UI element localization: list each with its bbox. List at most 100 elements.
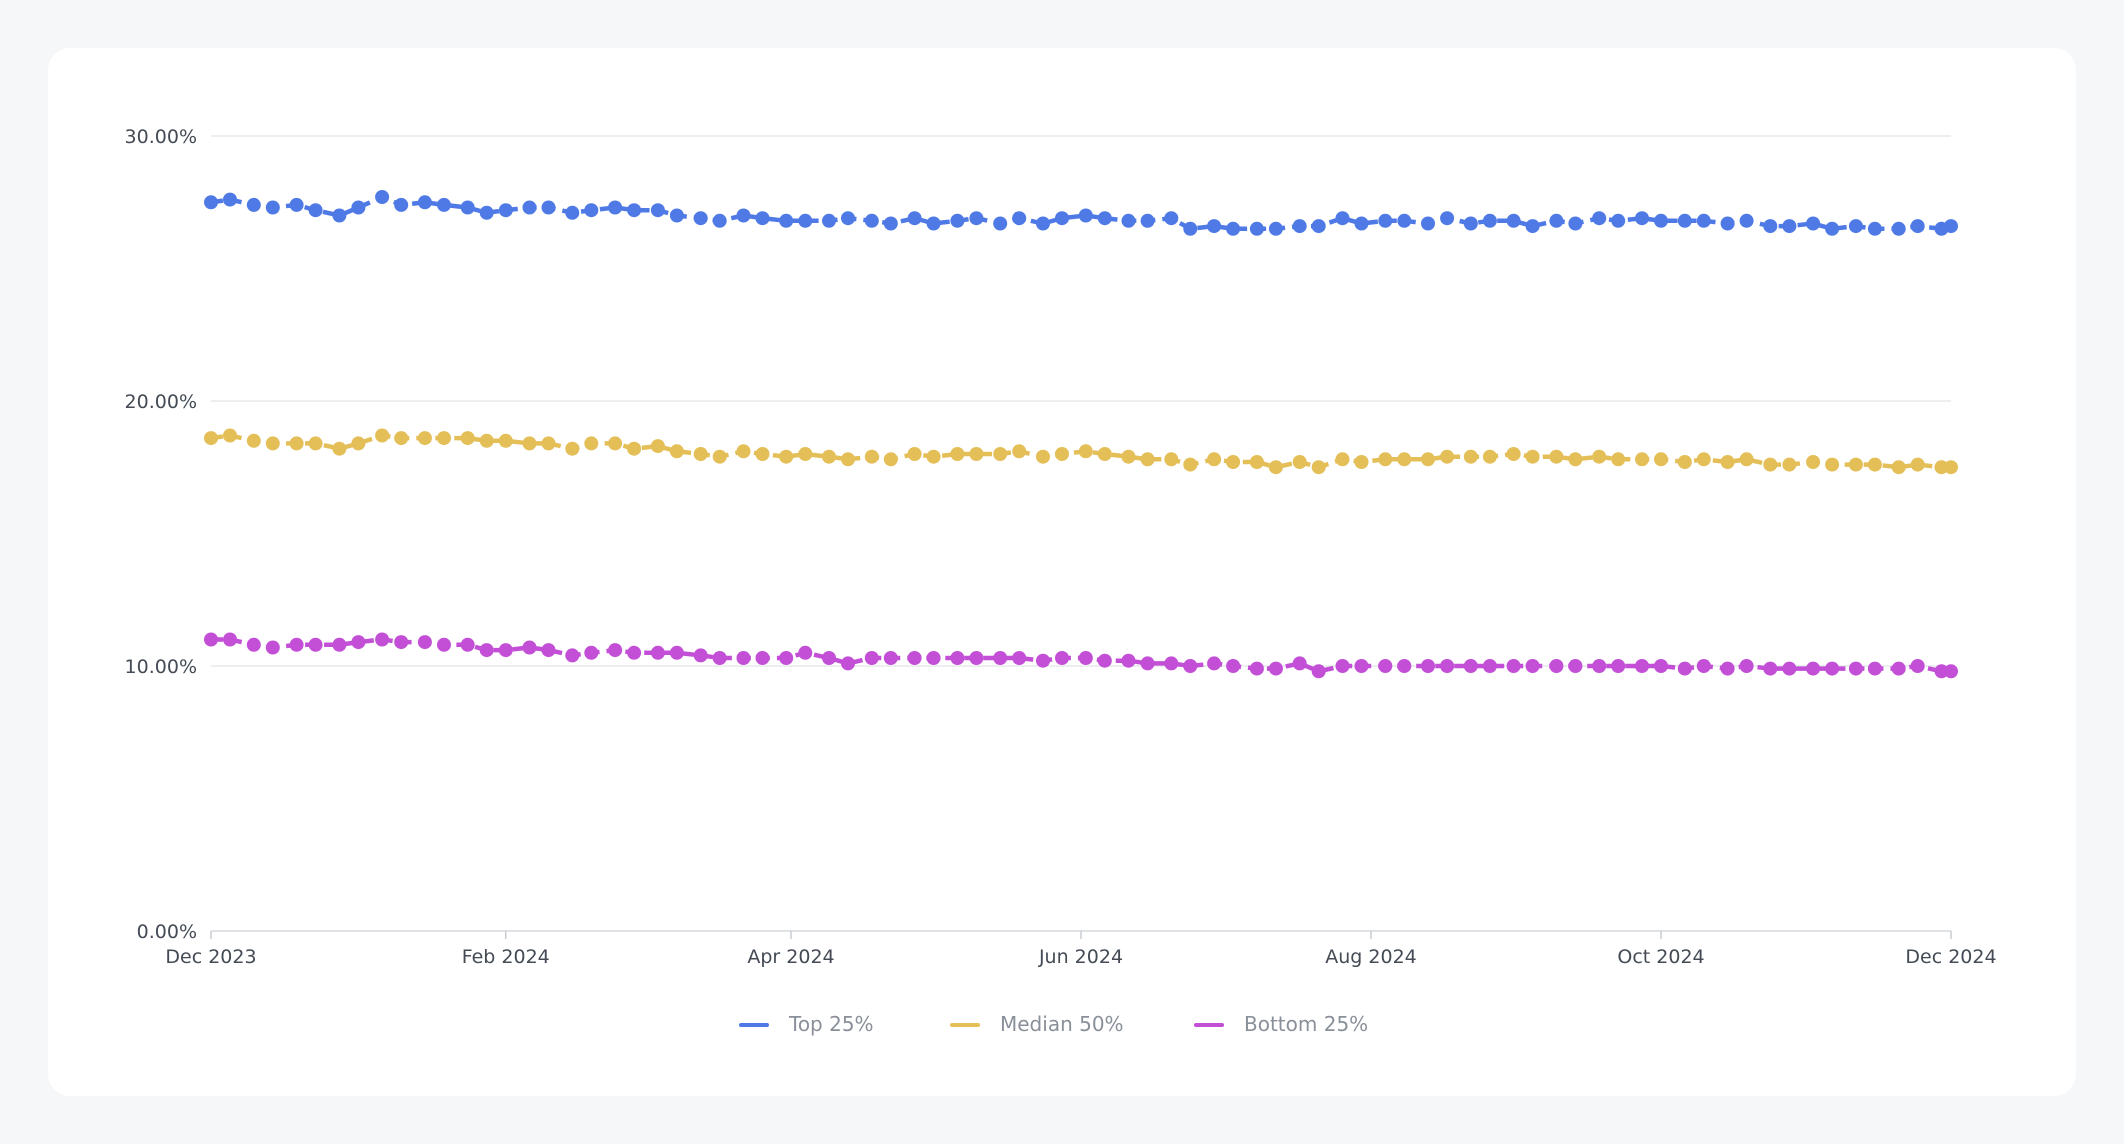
data-point[interactable] [1782,219,1797,234]
data-point[interactable] [1848,219,1863,234]
data-point[interactable] [1207,452,1222,467]
data-point[interactable] [1078,208,1093,223]
data-point[interactable] [1891,460,1906,475]
data-point[interactable] [541,200,556,215]
data-point[interactable] [437,637,451,652]
data-point[interactable] [1654,659,1668,673]
data-point[interactable] [375,428,390,443]
data-point[interactable] [1739,659,1754,673]
data-point[interactable] [1036,449,1050,464]
data-point[interactable] [584,645,599,660]
data-point[interactable] [1055,447,1069,461]
data-point[interactable] [1739,213,1754,228]
data-point[interactable] [522,640,537,655]
data-point[interactable] [1677,455,1692,469]
data-point[interactable] [375,632,390,647]
data-point[interactable] [1825,457,1840,472]
data-point[interactable] [1397,213,1412,228]
data-point[interactable] [1720,216,1735,231]
data-point[interactable] [1440,449,1455,464]
data-point[interactable] [394,197,409,212]
data-point[interactable] [1440,211,1455,226]
data-point[interactable] [584,203,599,218]
data-point[interactable] [1506,659,1521,673]
data-point[interactable] [289,197,304,212]
data-point[interactable] [1867,221,1882,236]
data-point[interactable] [565,441,580,456]
data-point[interactable] [1249,455,1264,469]
data-point[interactable] [1249,221,1264,236]
data-point[interactable] [460,431,475,446]
data-point[interactable] [541,643,556,658]
data-point[interactable] [1012,651,1027,665]
data-point[interactable] [1635,452,1649,467]
data-point[interactable] [479,205,494,220]
data-point[interactable] [1782,661,1797,676]
data-point[interactable] [1525,659,1540,673]
data-point[interactable] [417,635,432,650]
data-point[interactable] [1335,452,1350,467]
data-point[interactable] [993,447,1008,461]
data-point[interactable] [498,643,513,658]
data-point[interactable] [1525,449,1540,464]
data-point[interactable] [669,645,684,660]
data-point[interactable] [522,200,537,215]
data-point[interactable] [798,213,813,228]
data-point[interactable] [417,431,432,446]
data-point[interactable] [1440,659,1455,673]
data-point[interactable] [1121,449,1136,464]
legend-item[interactable]: Bottom 25% [1194,1012,1368,1036]
data-point[interactable] [950,447,965,461]
data-point[interactable] [1806,455,1821,469]
data-point[interactable] [969,211,984,226]
data-point[interactable] [926,651,941,665]
data-point[interactable] [265,436,280,451]
data-point[interactable] [1825,661,1840,676]
data-point[interactable] [1654,213,1668,228]
data-point[interactable] [950,213,965,228]
data-point[interactable] [608,436,623,451]
data-point[interactable] [1463,449,1478,464]
data-point[interactable] [926,216,941,231]
data-point[interactable] [1055,211,1069,226]
data-point[interactable] [541,436,556,451]
data-point[interactable] [1525,219,1540,234]
data-point[interactable] [712,651,727,665]
data-point[interactable] [1568,659,1583,673]
data-point[interactable] [1611,452,1626,467]
data-point[interactable] [1226,221,1241,236]
data-point[interactable] [308,637,323,652]
data-point[interactable] [1463,216,1478,231]
data-point[interactable] [223,632,237,647]
data-point[interactable] [204,195,218,210]
data-point[interactable] [1611,213,1626,228]
data-point[interactable] [1549,213,1564,228]
data-point[interactable] [1720,455,1735,469]
data-point[interactable] [1397,452,1412,467]
data-point[interactable] [993,216,1008,231]
data-point[interactable] [1335,659,1350,673]
data-point[interactable] [693,648,708,663]
data-point[interactable] [1654,452,1668,467]
data-point[interactable] [1592,449,1607,464]
data-point[interactable] [1311,460,1326,475]
data-point[interactable] [437,197,451,212]
data-point[interactable] [841,656,855,671]
data-point[interactable] [375,190,390,204]
data-point[interactable] [1036,653,1050,668]
data-point[interactable] [822,651,836,665]
data-point[interactable] [1140,452,1155,467]
data-point[interactable] [864,449,879,464]
data-point[interactable] [308,203,323,218]
data-point[interactable] [822,449,836,464]
data-point[interactable] [1891,661,1906,676]
data-point[interactable] [1268,661,1283,676]
data-point[interactable] [204,431,218,446]
data-point[interactable] [1763,457,1778,472]
data-point[interactable] [351,200,366,215]
data-point[interactable] [1354,216,1369,231]
data-point[interactable] [565,648,580,663]
data-point[interactable] [246,197,261,212]
data-point[interactable] [627,441,642,456]
data-point[interactable] [1226,455,1241,469]
